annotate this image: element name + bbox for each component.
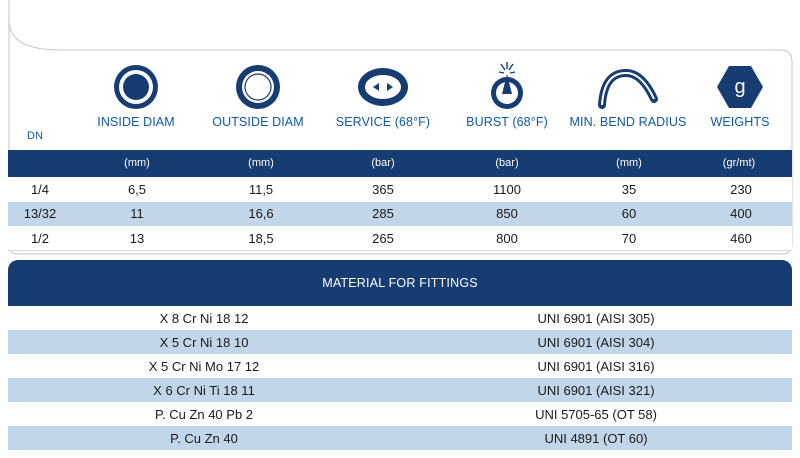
unit-outside: (mm)	[248, 157, 274, 169]
cell-burst: 1100	[446, 177, 568, 202]
table-row: P. Cu Zn 40 Pb 2 UNI 5705-65 (OT 58)	[8, 402, 792, 426]
cell-dn: 1/4	[8, 177, 72, 202]
cell-inside: 6,5	[72, 177, 202, 202]
cell-material: P. Cu Zn 40	[8, 426, 400, 450]
table-row: X 5 Cr Ni Mo 17 12 UNI 6901 (AISI 316)	[8, 354, 792, 378]
bend-radius-icon	[558, 60, 698, 114]
spec-table: 1/4 6,5 11,5 365 1100 35 230 13/32 11 16…	[8, 177, 792, 251]
bend-label: MIN. BEND RADIUS	[569, 115, 687, 129]
column-icons-row: INSIDE DIAM OUTSIDE DIAM SERVICE (68°F) …	[0, 60, 800, 140]
column-outside-diam: OUTSIDE DIAM	[188, 60, 328, 129]
outside-diam-label: OUTSIDE DIAM	[212, 115, 304, 129]
cell-material: P. Cu Zn 40 Pb 2	[8, 402, 400, 426]
cell-standard: UNI 6901 (AISI 305)	[400, 306, 792, 330]
panel-border	[8, 0, 793, 255]
dn-label: DN	[27, 130, 43, 142]
cell-standard: UNI 6901 (AISI 304)	[400, 330, 792, 354]
cell-inside: 11	[72, 201, 202, 226]
cell-burst: 800	[446, 226, 568, 251]
table-row: X 6 Cr Ni Ti 18 11 UNI 6901 (AISI 321)	[8, 378, 792, 402]
fittings-table: X 8 Cr Ni 18 12 UNI 6901 (AISI 305) X 5 …	[8, 306, 792, 450]
unit-weight: (gr/mt)	[722, 157, 756, 169]
units-bar: (mm) (mm) (bar) (bar) (mm) (gr/mt)	[8, 150, 792, 177]
fittings-title: MATERIAL FOR FITTINGS	[8, 260, 792, 306]
inside-diam-icon	[66, 60, 206, 114]
spec-panel	[8, 0, 793, 255]
table-row: X 8 Cr Ni 18 12 UNI 6901 (AISI 305)	[8, 306, 792, 330]
burst-label: BURST (68°F)	[466, 115, 548, 129]
cell-outside: 18,5	[202, 226, 320, 251]
cell-bend: 70	[568, 226, 690, 251]
cell-dn: 13/32	[8, 201, 72, 226]
cell-outside: 16,6	[202, 201, 320, 226]
weight-icon: g	[670, 60, 800, 114]
column-bend: MIN. BEND RADIUS	[558, 60, 698, 129]
table-row: P. Cu Zn 40 UNI 4891 (OT 60)	[8, 426, 792, 450]
cell-service: 365	[320, 177, 446, 202]
cell-dn: 1/2	[8, 226, 72, 251]
cell-service: 265	[320, 226, 446, 251]
unit-service: (bar)	[371, 157, 395, 169]
column-service: SERVICE (68°F)	[313, 60, 453, 129]
cell-standard: UNI 4891 (OT 60)	[400, 426, 792, 450]
cell-standard: UNI 6901 (AISI 316)	[400, 354, 792, 378]
cell-material: X 5 Cr Ni Mo 17 12	[8, 354, 400, 378]
cell-bend: 35	[568, 177, 690, 202]
weight-glyph: g	[734, 76, 745, 98]
table-row: 1/4 6,5 11,5 365 1100 35 230	[8, 177, 792, 202]
cell-weight: 230	[690, 177, 792, 202]
cell-outside: 11,5	[202, 177, 320, 202]
column-inside-diam: INSIDE DIAM	[66, 60, 206, 129]
column-weight: g WEIGHTS	[670, 60, 800, 129]
service-pressure-icon	[313, 60, 453, 114]
unit-inside: (mm)	[124, 157, 150, 169]
cell-material: X 5 Cr Ni 18 10	[8, 330, 400, 354]
cell-inside: 13	[72, 226, 202, 251]
column-burst: BURST (68°F)	[437, 60, 577, 129]
cell-weight: 460	[690, 226, 792, 251]
cell-standard: UNI 5705-65 (OT 58)	[400, 402, 792, 426]
weight-label: WEIGHTS	[710, 115, 770, 129]
table-row: 13/32 11 16,6 285 850 60 400	[8, 201, 792, 226]
cell-material: X 8 Cr Ni 18 12	[8, 306, 400, 330]
unit-burst: (bar)	[495, 157, 519, 169]
cell-material: X 6 Cr Ni Ti 18 11	[8, 378, 400, 402]
fittings-panel: MATERIAL FOR FITTINGS X 8 Cr Ni 18 12 UN…	[8, 260, 792, 451]
outside-diam-icon	[188, 60, 328, 114]
cell-standard: UNI 6901 (AISI 321)	[400, 378, 792, 402]
cell-service: 285	[320, 201, 446, 226]
service-label: SERVICE (68°F)	[335, 115, 431, 129]
inside-diam-label: INSIDE DIAM	[97, 115, 175, 129]
cell-weight: 400	[690, 201, 792, 226]
cell-bend: 60	[568, 201, 690, 226]
table-row: 1/2 13 18,5 265 800 70 460	[8, 226, 792, 251]
burst-icon	[437, 60, 577, 114]
cell-burst: 850	[446, 201, 568, 226]
unit-bend: (mm)	[616, 157, 642, 169]
table-row: X 5 Cr Ni 18 10 UNI 6901 (AISI 304)	[8, 330, 792, 354]
